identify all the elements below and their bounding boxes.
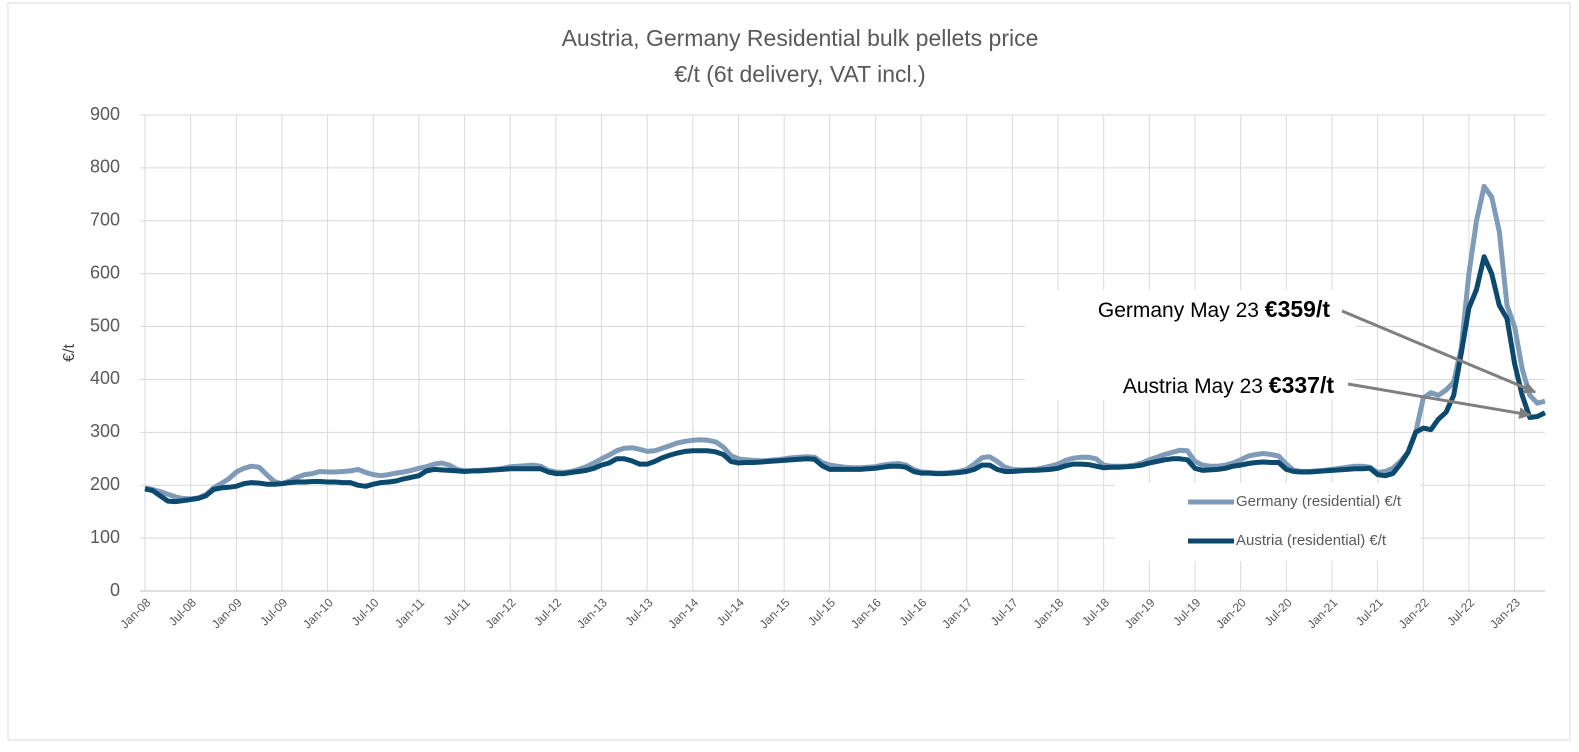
series-line xyxy=(144,254,1547,505)
chart-subtitle: €/t (6t delivery, VAT incl.) xyxy=(674,61,925,87)
y-tick-label: 100 xyxy=(90,527,120,547)
annotation-value: €359/t xyxy=(1265,296,1331,322)
y-tick-label: 800 xyxy=(90,157,120,177)
annotation: Germany May 23 €359/t xyxy=(1098,296,1330,322)
legend-label: Germany (residential) €/t xyxy=(1236,493,1402,510)
annotations: Germany May 23 €359/t Austria May 23 €33… xyxy=(1025,290,1537,420)
plot xyxy=(144,183,1547,505)
y-tick-label: 400 xyxy=(90,368,120,388)
annotation-text: Austria May 23 xyxy=(1123,375,1263,398)
y-tick-label: 500 xyxy=(90,315,120,335)
legend-bg xyxy=(1115,483,1420,561)
arrow xyxy=(1341,309,1537,394)
y-tick-label: 900 xyxy=(90,104,120,124)
y-tick-label: 700 xyxy=(90,210,120,230)
y-tick-label: 200 xyxy=(90,474,120,494)
chart-title: Austria, Germany Residential bulk pellet… xyxy=(562,25,1039,51)
annotation-text: Germany May 23 xyxy=(1098,299,1259,322)
y-tick-label: 300 xyxy=(90,421,120,441)
y-tick-label: 600 xyxy=(90,262,120,282)
legend: Germany (residential) €/t Austria (reside… xyxy=(1115,483,1420,561)
legend-label: Austria (residential) €/t xyxy=(1236,532,1387,549)
annotation-bg xyxy=(1025,290,1355,400)
y-tick-label: 0 xyxy=(110,580,120,600)
annotation-value: €337/t xyxy=(1269,372,1335,398)
y-axis-label: €/t xyxy=(61,344,78,362)
arrow xyxy=(1347,382,1532,420)
annotation: Austria May 23 €337/t xyxy=(1123,372,1334,398)
